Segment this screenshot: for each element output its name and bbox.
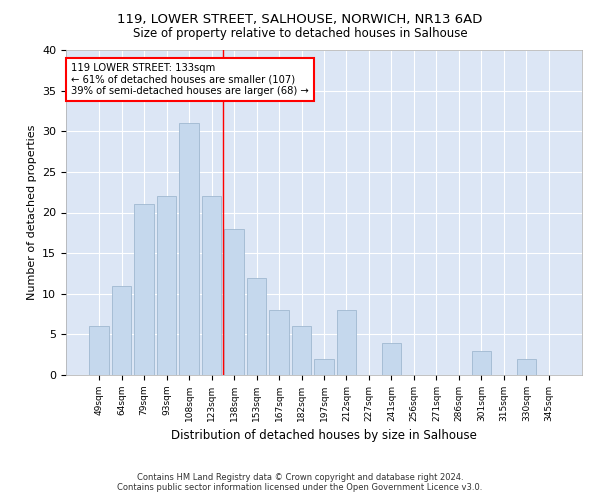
Bar [224,229,244,375]
Text: Contains HM Land Registry data © Crown copyright and database right 2024.
Contai: Contains HM Land Registry data © Crown c… [118,473,482,492]
Y-axis label: Number of detached properties: Number of detached properties [26,125,37,300]
Bar [157,196,176,375]
Bar [269,310,289,375]
X-axis label: Distribution of detached houses by size in Salhouse: Distribution of detached houses by size … [171,430,477,442]
Bar [292,326,311,375]
Bar [179,123,199,375]
Text: 119, LOWER STREET, SALHOUSE, NORWICH, NR13 6AD: 119, LOWER STREET, SALHOUSE, NORWICH, NR… [118,12,482,26]
Bar [134,204,154,375]
Text: Size of property relative to detached houses in Salhouse: Size of property relative to detached ho… [133,28,467,40]
Text: 119 LOWER STREET: 133sqm
← 61% of detached houses are smaller (107)
39% of semi-: 119 LOWER STREET: 133sqm ← 61% of detach… [71,63,309,96]
Bar [472,350,491,375]
Bar [314,359,334,375]
Bar [337,310,356,375]
Bar [202,196,221,375]
Bar [112,286,131,375]
Bar [247,278,266,375]
Bar [382,342,401,375]
Bar [517,359,536,375]
Bar [89,326,109,375]
